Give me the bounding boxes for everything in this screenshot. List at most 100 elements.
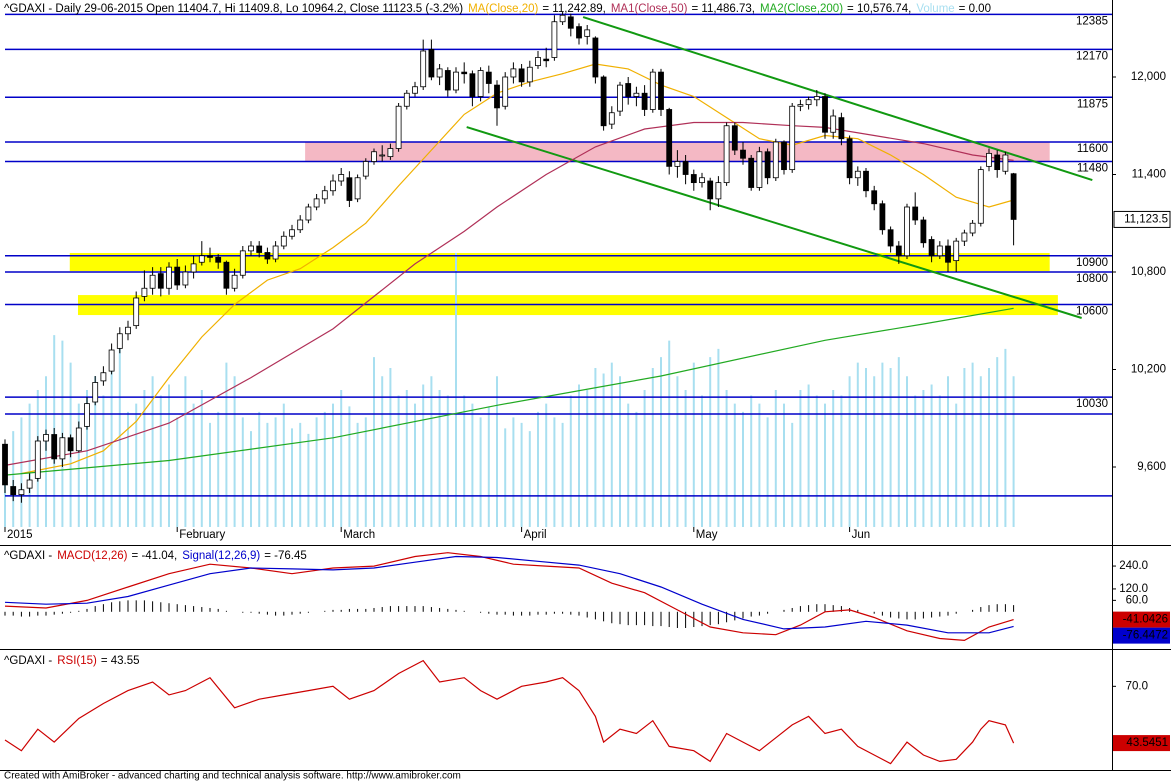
candle-body xyxy=(789,105,796,171)
candle-body xyxy=(518,68,525,83)
candle-body xyxy=(658,71,664,110)
candle-body xyxy=(223,261,230,289)
candle-body xyxy=(26,479,33,489)
candle-body xyxy=(797,104,804,107)
candle-body xyxy=(10,486,17,496)
candle-body xyxy=(166,266,172,289)
level-label: 12170 xyxy=(1076,50,1108,62)
candle-body xyxy=(904,206,910,257)
candle-body xyxy=(43,434,49,442)
candle-body xyxy=(592,37,599,78)
candle-body xyxy=(321,190,328,200)
legend-value: = 0.00 xyxy=(959,3,991,15)
candle-body xyxy=(871,190,878,205)
candle-body xyxy=(477,70,484,97)
y-tick-label: 60.0 xyxy=(1126,594,1148,606)
candle-body xyxy=(699,177,705,184)
candle-body xyxy=(412,86,418,94)
candle-body xyxy=(92,382,99,403)
candle-body xyxy=(813,96,820,101)
candle-body xyxy=(559,14,566,23)
title-text: ^GDAXI - xyxy=(4,655,52,667)
candle-body xyxy=(854,170,861,179)
value-box-label: -76.4472 xyxy=(1123,630,1168,642)
candle-body xyxy=(289,229,295,237)
x-tick-label: April xyxy=(524,529,547,541)
candle-body xyxy=(313,198,320,208)
candle-body xyxy=(346,177,353,201)
legend-name: Signal(12,26,9) xyxy=(182,550,260,562)
legend-name: MA1(Close,50) xyxy=(611,3,688,15)
last-price-box xyxy=(1113,210,1171,228)
candle-body xyxy=(772,141,779,179)
candle-body xyxy=(305,206,312,221)
candle-body xyxy=(608,112,615,125)
value-box xyxy=(1113,627,1170,644)
candle-body xyxy=(403,92,410,107)
legend-value: = -76.45 xyxy=(264,550,307,562)
legend-name: Volume xyxy=(916,3,954,15)
candle-body xyxy=(330,180,336,192)
candle-body xyxy=(543,58,550,62)
trend-line xyxy=(582,16,1093,181)
candle-body xyxy=(18,489,25,496)
legend-name: MA(Close,20) xyxy=(468,3,538,15)
candle-body xyxy=(387,148,394,158)
candle-body xyxy=(297,219,304,231)
candle-body xyxy=(510,68,517,78)
legend-name: RSI(15) xyxy=(57,655,97,667)
candle-body xyxy=(502,76,509,107)
candle-body xyxy=(617,84,623,112)
y-tick-label: 12,000 xyxy=(1131,71,1166,83)
panel-title: ^GDAXI - MACD(12,26) = -41.04, Signal(12,26… xyxy=(4,550,307,562)
candle-body xyxy=(108,349,115,372)
last-price-label: 11,123.5 xyxy=(1124,213,1168,225)
legend-name: MA2(Close,200) xyxy=(760,3,843,15)
candle-body xyxy=(936,245,943,257)
candle-body xyxy=(830,115,837,133)
y-tick-label: 10,800 xyxy=(1131,266,1166,278)
candle-body xyxy=(157,273,164,289)
candle-body xyxy=(666,109,673,167)
candle-body xyxy=(116,333,123,349)
candle-body xyxy=(764,151,771,179)
value-box-label: -41.0426 xyxy=(1123,614,1168,626)
y-tick-label: 240.0 xyxy=(1119,560,1148,572)
series-line xyxy=(4,552,1014,642)
level-label: 11600 xyxy=(1077,143,1108,155)
candle-body xyxy=(190,263,197,273)
candle-body xyxy=(887,229,894,247)
candle-body xyxy=(75,427,82,452)
candle-body xyxy=(600,76,607,127)
candle-body xyxy=(239,250,246,276)
candle-body xyxy=(256,245,263,253)
candle-body xyxy=(740,149,746,159)
candle-body xyxy=(526,66,533,83)
legend-value: = -41.04, xyxy=(132,550,178,562)
candle-body xyxy=(977,169,984,224)
level-label: 11480 xyxy=(1077,163,1108,175)
x-tick-label: Jun xyxy=(852,529,871,541)
candle-body xyxy=(2,443,8,486)
level-label: 12385 xyxy=(1076,15,1108,27)
level-label: 10800 xyxy=(1076,273,1108,285)
candle-body xyxy=(1010,173,1017,220)
x-tick-label: May xyxy=(696,529,718,541)
zone xyxy=(69,252,1050,272)
level-label: 10030 xyxy=(1076,398,1108,410)
candle-body xyxy=(961,232,968,242)
candle-body xyxy=(879,203,886,231)
candle-body xyxy=(248,245,254,252)
candle-body xyxy=(641,92,648,110)
candle-body xyxy=(59,437,66,460)
candle-body xyxy=(863,170,869,192)
level-label: 11875 xyxy=(1077,98,1108,110)
candle-body xyxy=(100,372,107,382)
candle-body xyxy=(494,84,500,109)
series-line xyxy=(4,555,1014,634)
candle-body xyxy=(428,48,435,78)
candle-body xyxy=(444,70,451,91)
candle-body xyxy=(338,174,345,182)
